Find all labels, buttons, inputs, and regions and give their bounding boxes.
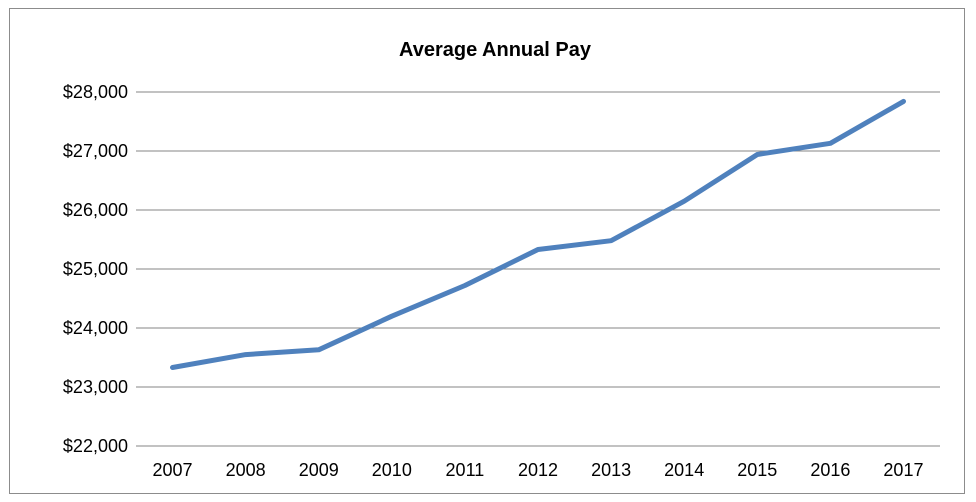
x-tick-label: 2008 xyxy=(226,460,266,480)
y-tick-label: $26,000 xyxy=(63,200,128,220)
x-tick-label: 2015 xyxy=(737,460,777,480)
series-line xyxy=(170,98,906,370)
y-axis-ticks: $22,000 $23,000 $24,000 $25,000 $26,000 $27,0… xyxy=(63,82,128,456)
y-tick-label: $25,000 xyxy=(63,259,128,279)
y-tick-label: $23,000 xyxy=(63,377,128,397)
x-tick-label: 2014 xyxy=(664,460,704,480)
x-tick-label: 2011 xyxy=(446,460,485,480)
chart-frame xyxy=(9,8,965,494)
x-tick-label: 2017 xyxy=(883,460,923,480)
y-tick-label: $27,000 xyxy=(63,141,128,161)
gridlines xyxy=(136,91,940,447)
x-tick-label: 2007 xyxy=(153,460,193,480)
chart-title: Average Annual Pay xyxy=(399,39,592,61)
y-tick-label: $22,000 xyxy=(63,436,128,456)
x-tick-label: 2013 xyxy=(591,460,631,480)
x-axis-ticks: 2007 2008 2009 2010 2011 2012 2013 2014 2015 2016… xyxy=(153,460,924,480)
y-tick-label: $24,000 xyxy=(63,318,128,338)
x-tick-label: 2012 xyxy=(518,460,558,480)
y-tick-label: $28,000 xyxy=(63,82,128,102)
series-group xyxy=(170,98,906,370)
x-tick-label: 2016 xyxy=(810,460,850,480)
x-tick-label: 2010 xyxy=(372,460,412,480)
x-tick-label: 2009 xyxy=(299,460,339,480)
